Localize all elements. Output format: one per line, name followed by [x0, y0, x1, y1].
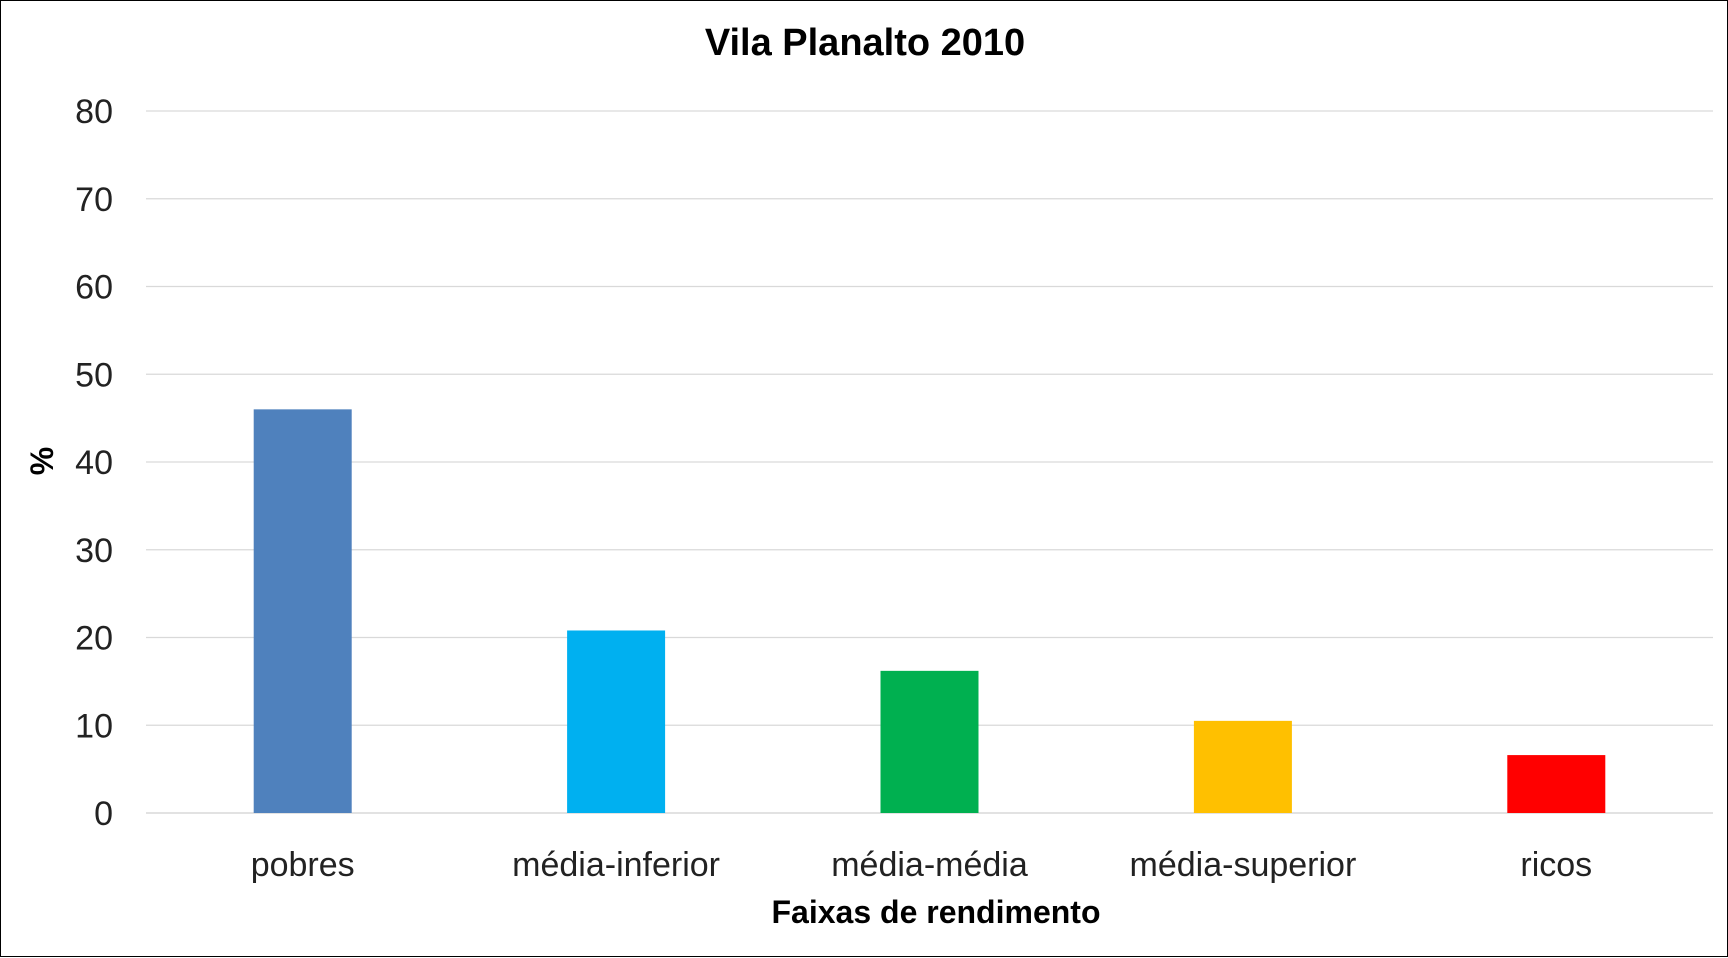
gridlines — [146, 110, 1713, 814]
bar-pobres — [253, 409, 352, 813]
y-tick-label: 60 — [75, 269, 113, 307]
y-tick-label: 40 — [75, 444, 113, 482]
x-tick-label: média-superior — [1130, 846, 1357, 884]
y-tick-label: 70 — [75, 181, 113, 219]
y-tick-label: 80 — [75, 93, 113, 131]
y-tick-label: 30 — [75, 532, 113, 570]
x-axis-title: Faixas de rendimento — [772, 894, 1101, 930]
y-tick-label: 20 — [75, 620, 113, 658]
x-axis-ticks: pobres média-inferior média-média média-sup… — [251, 846, 1592, 884]
bars — [253, 409, 1606, 813]
y-tick-label: 0 — [94, 795, 113, 833]
bar-ricos — [1507, 755, 1606, 813]
chart-title: Vila Planalto 2010 — [705, 22, 1025, 64]
y-tick-label: 10 — [75, 707, 113, 745]
y-axis-title: % — [24, 447, 60, 475]
bar-média-superior — [1193, 720, 1292, 813]
x-tick-label: média-inferior — [512, 846, 720, 884]
x-tick-label: média-média — [831, 846, 1028, 884]
y-axis-ticks: 0 10 20 30 40 50 60 70 80 — [75, 93, 113, 833]
x-tick-label: pobres — [251, 846, 355, 884]
bar-média-inferior — [567, 630, 666, 813]
x-tick-label: ricos — [1520, 846, 1592, 884]
y-tick-label: 50 — [75, 356, 113, 394]
bar-média-média — [880, 670, 979, 813]
